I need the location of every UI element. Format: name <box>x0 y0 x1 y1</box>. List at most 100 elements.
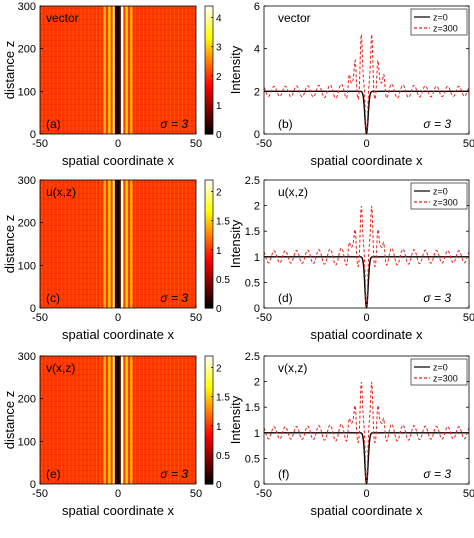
y-tick-label: 0.5 <box>245 277 260 289</box>
colorbar-segment <box>205 84 213 87</box>
colorbar-segment <box>205 108 213 111</box>
colorbar-segment <box>205 236 213 239</box>
colorbar-segment <box>205 454 213 457</box>
heatmap-stripe <box>130 6 133 134</box>
colorbar-tick-label: 0 <box>216 130 222 141</box>
heatmap-stripe <box>108 180 111 308</box>
y-tick-label: 1 <box>254 428 260 440</box>
colorbar-segment <box>205 270 213 273</box>
colorbar-segment <box>205 124 213 127</box>
panel-label: (e) <box>46 467 61 481</box>
colorbar-segment <box>205 258 213 261</box>
colorbar-tick-label: 2 <box>216 72 222 83</box>
x-tick-label: -50 <box>256 312 272 324</box>
colorbar-segment <box>205 86 213 89</box>
colorbar-segment <box>205 284 213 287</box>
x-tick-label: 0 <box>115 488 121 500</box>
colorbar-segment <box>205 268 213 271</box>
colorbar-segment <box>205 282 213 285</box>
colorbar-segment <box>205 50 213 53</box>
colorbar-segment <box>205 122 213 125</box>
colorbar-segment <box>205 218 213 221</box>
legend-box <box>410 182 468 210</box>
colorbar-segment <box>205 378 213 381</box>
colorbar-segment <box>205 126 213 129</box>
heatmap-stripe <box>116 356 120 484</box>
colorbar-segment <box>205 394 213 397</box>
y-axis-label: Intensity <box>228 45 243 94</box>
colorbar-segment <box>205 36 213 39</box>
colorbar-segment <box>205 6 213 9</box>
y-tick-label: 200 <box>18 394 36 406</box>
colorbar-tick-label: 1 <box>216 101 222 112</box>
colorbar-segment <box>205 468 213 471</box>
legend-entry: z=0 <box>433 363 448 373</box>
x-tick-label: 50 <box>190 312 202 324</box>
colorbar-frame <box>204 179 214 309</box>
panel-label: (a) <box>46 117 61 131</box>
y-tick-label: 2.5 <box>245 351 260 363</box>
colorbar-segment <box>205 462 213 465</box>
heatmap-stripe <box>108 356 111 484</box>
colorbar-segment <box>205 452 213 455</box>
colorbar-segment <box>205 96 213 99</box>
colorbar-segment <box>205 382 213 385</box>
heatmap-stripe <box>103 356 106 484</box>
x-axis-label: spatial coordinate x <box>62 153 175 168</box>
x-tick-label: 50 <box>190 488 202 500</box>
colorbar-segment <box>205 250 213 253</box>
panel-annotation: vector <box>46 11 79 25</box>
colorbar-segment <box>205 216 213 219</box>
colorbar-segment <box>205 280 213 283</box>
y-tick-label: 2 <box>254 201 260 213</box>
colorbar-segment <box>205 390 213 393</box>
y-tick-label: 1.5 <box>245 402 260 414</box>
x-axis-label: spatial coordinate x <box>62 327 175 342</box>
heatmap-stripe <box>103 6 106 134</box>
panel-annotation: vector <box>278 11 311 25</box>
colorbar-segment <box>205 184 213 187</box>
colorbar-segment <box>205 198 213 201</box>
legend-box <box>410 358 468 386</box>
colorbar-segment <box>205 290 213 293</box>
colorbar-segment <box>205 180 213 183</box>
colorbar-segment <box>205 88 213 91</box>
colorbar-segment <box>205 440 213 443</box>
y-axis-label: distance z <box>2 41 17 100</box>
y-tick-label: 300 <box>18 1 36 13</box>
panel-annotation: v(x,z) <box>278 361 307 375</box>
colorbar-segment <box>205 204 213 207</box>
colorbar-segment <box>205 206 213 209</box>
colorbar-segment <box>205 92 213 95</box>
colorbar-segment <box>205 132 213 135</box>
heatmap-c <box>40 180 196 308</box>
heatmap-stripe <box>112 356 116 484</box>
colorbar-segment <box>205 188 213 191</box>
colorbar-segment <box>205 48 213 51</box>
colorbar-segment <box>205 474 213 477</box>
colorbar-segment <box>205 306 213 309</box>
colorbar-tick-label: 2 <box>216 364 222 375</box>
colorbar-segment <box>205 40 213 43</box>
colorbar-segment <box>205 56 213 59</box>
sigma-label: σ = 3 <box>160 291 188 305</box>
series-line-z-300 <box>264 34 469 134</box>
colorbar-segment <box>205 288 213 291</box>
colorbar-segment <box>205 264 213 267</box>
series-line-z-0 <box>264 256 469 308</box>
colorbar-frame <box>204 5 214 135</box>
colorbar-segment <box>205 300 213 303</box>
series-line-z-0 <box>264 90 469 134</box>
legend-entry: z=0 <box>433 187 448 197</box>
colorbar-segment <box>205 210 213 213</box>
colorbar-segment <box>205 438 213 441</box>
colorbar-segment <box>205 16 213 19</box>
colorbar-segment <box>205 130 213 133</box>
colorbar-segment <box>205 458 213 461</box>
heatmap-stripe <box>108 6 111 134</box>
colorbar-segment <box>205 232 213 235</box>
colorbar-segment <box>205 246 213 249</box>
y-tick-label: 0 <box>30 129 36 141</box>
colorbar-segment <box>205 444 213 447</box>
